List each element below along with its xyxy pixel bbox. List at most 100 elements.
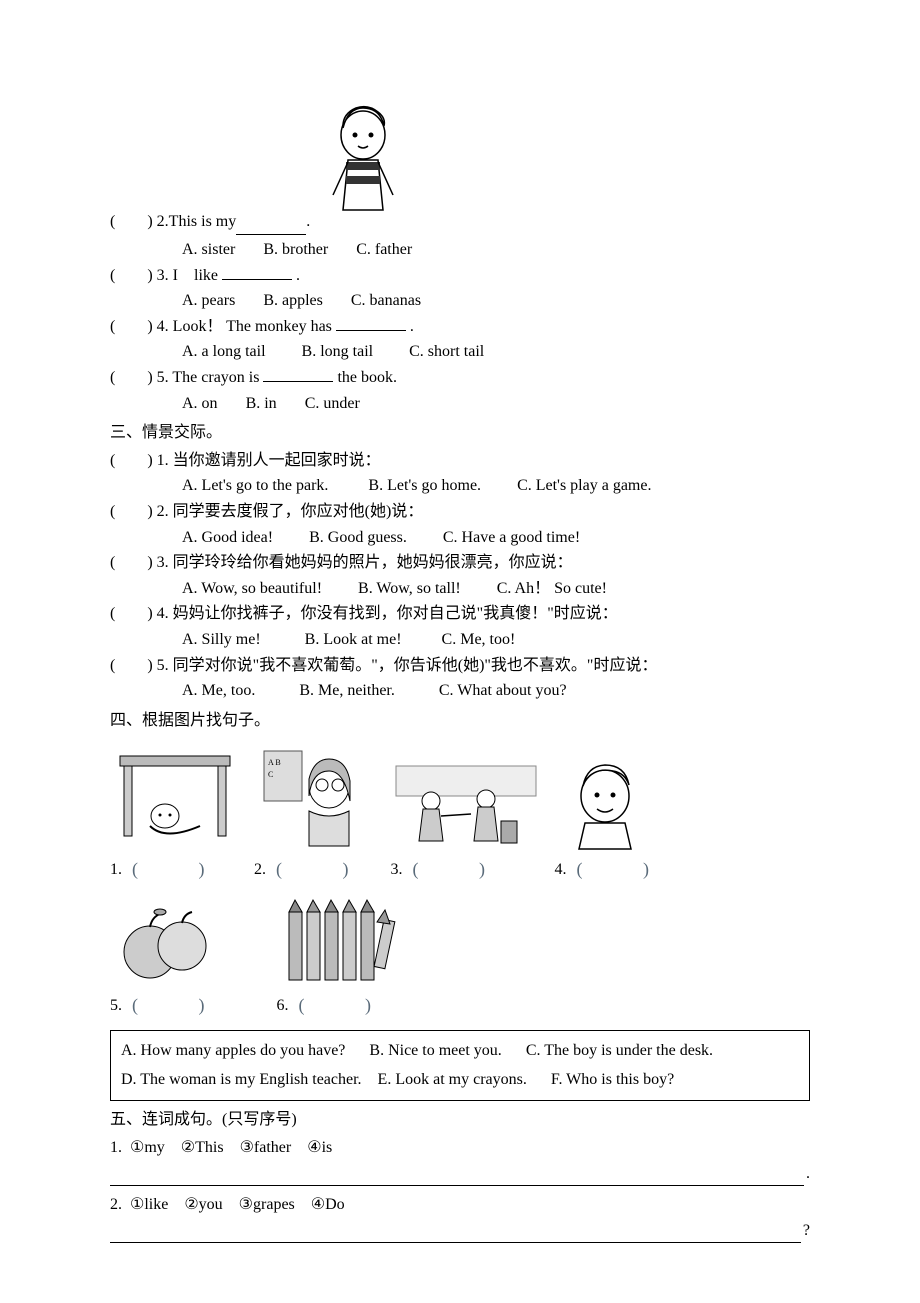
pic1-paren[interactable]: ( ) <box>132 855 233 884</box>
apples-icon <box>110 902 230 987</box>
q4-stem-pre: Look！ The monkey has <box>173 318 332 335</box>
desk-boy-icon <box>110 741 240 851</box>
q3-opt-b[interactable]: B. apples <box>263 292 323 309</box>
q5-stem-post: the book. <box>337 369 397 386</box>
q3-opt-a[interactable]: A. pears <box>182 292 235 309</box>
s3q4-row: ( ) 4. 妈妈让你找裤子，你没有找到，你对自己说"我真傻！"时应说： <box>110 601 810 627</box>
s5q2-num: 2. <box>110 1196 122 1213</box>
pic6: 6. ( ) <box>277 892 407 1020</box>
s5q1-words: ①my ②This ③father ④is <box>130 1139 332 1156</box>
s3q5-a[interactable]: A. Me, too. <box>182 682 255 699</box>
q5-opt-b[interactable]: B. in <box>246 395 277 412</box>
section5-title: 五、连词成句。(只写序号) <box>110 1107 810 1133</box>
s3q2-b[interactable]: B. Good guess. <box>309 529 407 546</box>
q3-stem-pre: I like <box>173 267 218 284</box>
ans-e: E. Look at my crayons. <box>378 1071 527 1088</box>
q2-opt-c[interactable]: C. father <box>356 241 412 258</box>
s5q2-blank[interactable]: ? <box>110 1218 810 1244</box>
s3q1-options: A. Let's go to the park. B. Let's go hom… <box>110 473 810 499</box>
section4-title: 四、根据图片找句子。 <box>110 708 810 734</box>
s3q1-a[interactable]: A. Let's go to the park. <box>182 477 328 494</box>
s5q2-words: ①like ②you ③grapes ④Do <box>130 1196 345 1213</box>
ans-b: B. Nice to meet you. <box>369 1042 501 1059</box>
q3-opt-c[interactable]: C. bananas <box>351 292 421 309</box>
svg-text:C: C <box>268 770 273 779</box>
ans-d: D. The woman is my English teacher. <box>121 1071 362 1088</box>
picture-row-2: 5. ( ) 6. ( ) <box>110 892 810 1020</box>
boy-head-icon <box>555 751 655 851</box>
s3q3-paren[interactable]: ( ) 3. <box>110 550 169 576</box>
s3q3-b[interactable]: B. Wow, so tall! <box>358 580 461 597</box>
pic5-paren[interactable]: ( ) <box>132 991 233 1020</box>
q4-opt-a[interactable]: A. a long tail <box>182 343 266 360</box>
q5-row: ( ) 5. The crayon is the book. <box>110 365 810 391</box>
q4-paren[interactable]: ( ) 4. <box>110 314 169 340</box>
s5q2: 2. ①like ②you ③grapes ④Do <box>110 1192 810 1218</box>
s3q5-c[interactable]: C. What about you? <box>439 682 567 699</box>
pic2-paren[interactable]: ( ) <box>276 855 377 884</box>
ans-c: C. The boy is under the desk. <box>526 1042 713 1059</box>
pic3: 3. ( ) <box>391 751 541 884</box>
q3-paren[interactable]: ( ) 3. <box>110 263 169 289</box>
ans-a: A. How many apples do you have? <box>121 1042 345 1059</box>
s3q3-stem: 同学玲玲给你看她妈妈的照片，她妈妈很漂亮，你应说： <box>173 554 573 571</box>
s3q1-row: ( ) 1. 当你邀请别人一起回家时说： <box>110 448 810 474</box>
q4-stem-post: . <box>410 318 414 335</box>
s3q5-row: ( ) 5. 同学对你说"我不喜欢葡萄。"，你告诉他(她)"我也不喜欢。"时应说… <box>110 653 810 679</box>
q3-blank[interactable] <box>222 263 292 280</box>
q2-row: ( ) 2. This is my . <box>110 100 810 235</box>
s3q2-stem: 同学要去度假了，你应对他(她)说： <box>173 503 424 520</box>
s3q5-options: A. Me, too. B. Me, neither. C. What abou… <box>110 678 810 704</box>
s5q2-end: ? <box>803 1218 810 1244</box>
s3q2-row: ( ) 2. 同学要去度假了，你应对他(她)说： <box>110 499 810 525</box>
crayons-icon <box>277 892 407 987</box>
pic2: A BC 2. ( ) <box>254 741 377 884</box>
pic5: 5. ( ) <box>110 902 233 1020</box>
s5q1-blank[interactable]: . <box>110 1161 810 1187</box>
pic6-paren[interactable]: ( ) <box>299 991 400 1020</box>
s3q4-stem: 妈妈让你找裤子，你没有找到，你对自己说"我真傻！"时应说： <box>173 605 618 622</box>
q2-blank[interactable] <box>236 218 306 235</box>
q2-stem-post: . <box>306 209 310 235</box>
s3q5-b[interactable]: B. Me, neither. <box>299 682 395 699</box>
s3q5-paren[interactable]: ( ) 5. <box>110 653 169 679</box>
q4-opt-c[interactable]: C. short tail <box>409 343 484 360</box>
s3q4-c[interactable]: C. Me, too! <box>442 631 516 648</box>
q4-opt-b[interactable]: B. long tail <box>302 343 374 360</box>
q5-opt-a[interactable]: A. on <box>182 395 218 412</box>
q5-paren[interactable]: ( ) 5. <box>110 365 169 391</box>
boy-illustration-icon <box>318 100 408 235</box>
s3q1-c[interactable]: C. Let's play a game. <box>517 477 651 494</box>
s3q5-stem: 同学对你说"我不喜欢葡萄。"，你告诉他(她)"我也不喜欢。"时应说： <box>173 657 658 674</box>
s3q3-a[interactable]: A. Wow, so beautiful! <box>182 580 322 597</box>
s3q4-a[interactable]: A. Silly me! <box>182 631 261 648</box>
s5q1-end: . <box>806 1161 810 1187</box>
s3q3-options: A. Wow, so beautiful! B. Wow, so tall! C… <box>110 576 810 602</box>
ans-f: F. Who is this boy? <box>551 1071 674 1088</box>
pic3-paren[interactable]: ( ) <box>413 855 514 884</box>
q4-options: A. a long tail B. long tail C. short tai… <box>110 339 810 365</box>
pic1-num: 1. <box>110 857 122 883</box>
q2-paren[interactable]: ( ) 2. <box>110 209 169 235</box>
answer-bank: A. How many apples do you have? B. Nice … <box>110 1030 810 1102</box>
s5q1-num: 1. <box>110 1139 122 1156</box>
q4-row: ( ) 4. Look！ The monkey has . <box>110 314 810 340</box>
q5-opt-c[interactable]: C. under <box>305 395 360 412</box>
q4-blank[interactable] <box>336 314 406 331</box>
s3q4-paren[interactable]: ( ) 4. <box>110 601 169 627</box>
q5-blank[interactable] <box>263 365 333 382</box>
s3q4-b[interactable]: B. Look at me! <box>305 631 402 648</box>
s3q1-b[interactable]: B. Let's go home. <box>368 477 481 494</box>
q2-opt-a[interactable]: A. sister <box>182 241 235 258</box>
s3q1-paren[interactable]: ( ) 1. <box>110 448 169 474</box>
s3q2-paren[interactable]: ( ) 2. <box>110 499 169 525</box>
q3-row: ( ) 3. I like . <box>110 263 810 289</box>
q2-options: A. sister B. brother C. father <box>110 237 810 263</box>
s3q2-c[interactable]: C. Have a good time! <box>443 529 580 546</box>
s3q3-c[interactable]: C. Ah！ So cute! <box>497 580 607 597</box>
picture-row-1: 1. ( ) A BC 2. ( ) <box>110 741 810 884</box>
s3q2-a[interactable]: A. Good idea! <box>182 529 273 546</box>
pic4-paren[interactable]: ( ) <box>577 855 678 884</box>
s3q3-row: ( ) 3. 同学玲玲给你看她妈妈的照片，她妈妈很漂亮，你应说： <box>110 550 810 576</box>
q2-opt-b[interactable]: B. brother <box>263 241 328 258</box>
